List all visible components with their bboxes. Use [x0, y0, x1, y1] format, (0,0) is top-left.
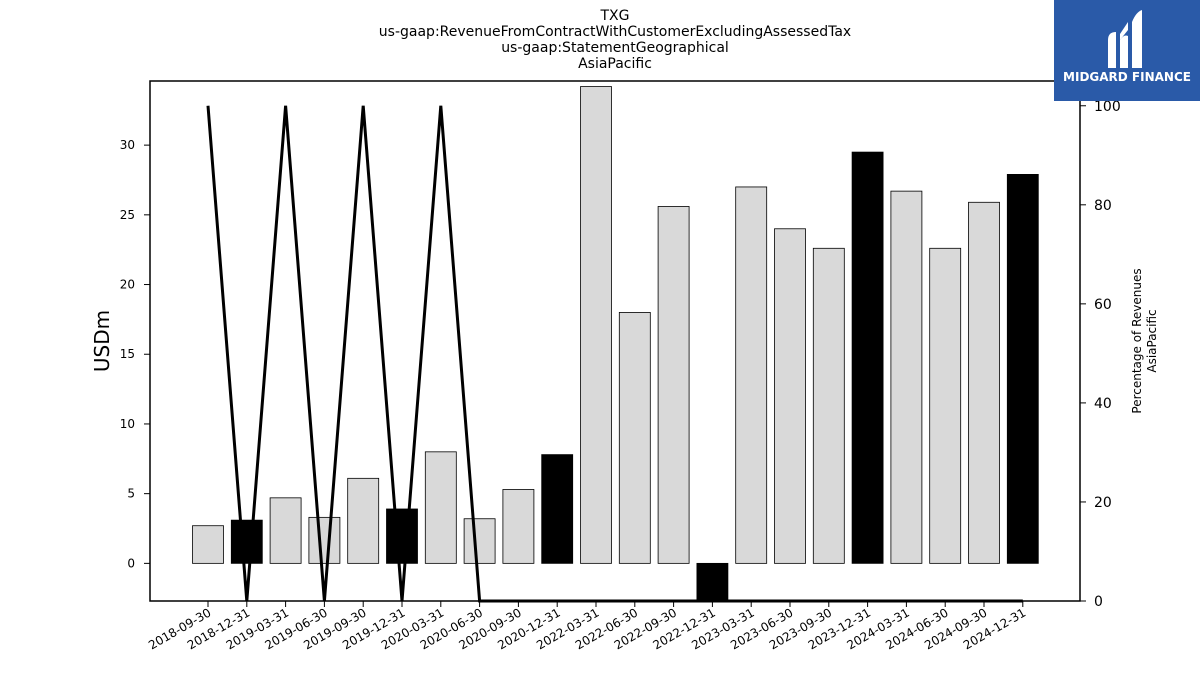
- title-line-2: us-gaap:RevenueFromContractWithCustomerE…: [379, 24, 851, 40]
- y-tick-label-left: 15: [120, 347, 135, 361]
- bar: [386, 508, 418, 564]
- midgard-logo-icon: [1108, 10, 1142, 68]
- logo: MIDGARD FINANCE: [1054, 0, 1200, 101]
- bar: [192, 525, 224, 564]
- bar: [890, 190, 923, 564]
- y-axis-left: 0 5 10 15 20 25 30: [120, 138, 150, 570]
- y-axis-label-right: Percentage of Revenues AsiaPacific: [1130, 268, 1159, 413]
- y-tick-label-right: 40: [1094, 396, 1112, 412]
- chart-title: TXG us-gaap:RevenueFromContractWithCusto…: [379, 8, 851, 72]
- bar: [1006, 174, 1039, 564]
- bar: [269, 497, 302, 564]
- bar: [812, 247, 845, 564]
- title-line-4: AsiaPacific: [578, 56, 652, 72]
- logo-text: MIDGARD FINANCE: [1063, 70, 1191, 84]
- bar: [618, 312, 651, 564]
- bar: [424, 451, 457, 564]
- bar: [463, 518, 496, 564]
- bar: [774, 228, 806, 564]
- y-tick-label-left: 20: [120, 278, 135, 292]
- bar: [230, 519, 263, 564]
- bar: [735, 186, 768, 564]
- y-tick-label-left: 25: [120, 208, 135, 222]
- bar: [541, 454, 574, 564]
- y-tick-label-left: 5: [127, 487, 135, 501]
- y-axis-label-right-line-2: AsiaPacific: [1145, 309, 1159, 372]
- title-line-1: TXG: [600, 8, 630, 24]
- bar: [968, 201, 1000, 564]
- y-tick-label-right: 20: [1094, 495, 1112, 511]
- y-tick-label-right: 100: [1094, 99, 1121, 115]
- bar: [502, 489, 535, 564]
- plot-frame: [149, 80, 1081, 602]
- y-tick-label-right: 80: [1094, 198, 1112, 214]
- y-tick-label-left: 30: [120, 138, 135, 152]
- title-line-3: us-gaap:StatementGeographical: [501, 40, 729, 56]
- bar: [580, 86, 612, 564]
- y-tick-label-left: 10: [120, 417, 135, 431]
- y-tick-label-right: 60: [1094, 297, 1112, 313]
- bar-series: [192, 86, 1039, 602]
- y-tick-label-right: 0: [1094, 594, 1103, 610]
- x-axis: 2018-09-302018-12-312019-03-312019-06-30…: [146, 601, 1028, 652]
- y-axis-right: 0 20 40 60 80 100: [1080, 99, 1121, 610]
- bar: [657, 206, 690, 564]
- y-axis-label-left: USDm: [90, 310, 114, 372]
- y-tick-label-left: 0: [127, 556, 135, 570]
- bar: [851, 151, 884, 564]
- bar: [929, 247, 962, 564]
- y-axis-label-right-line-1: Percentage of Revenues: [1130, 268, 1144, 413]
- bar: [696, 562, 729, 602]
- bar: [347, 477, 380, 564]
- bar: [308, 516, 341, 564]
